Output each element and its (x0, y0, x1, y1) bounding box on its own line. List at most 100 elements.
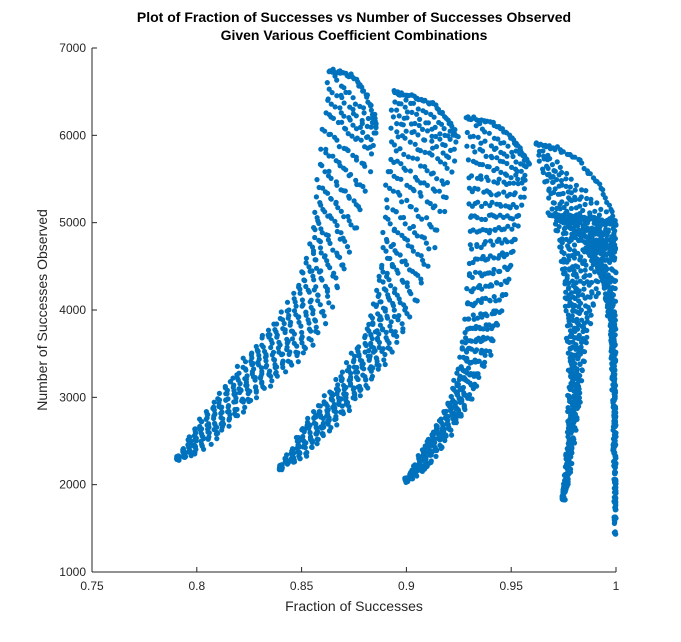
data-point (376, 344, 382, 350)
data-point (312, 234, 318, 241)
data-point (338, 208, 344, 214)
data-point (611, 387, 617, 393)
data-point (381, 357, 387, 363)
data-point (612, 382, 618, 388)
data-point (311, 420, 317, 426)
data-point (512, 166, 519, 172)
data-point (352, 101, 358, 107)
data-point (384, 270, 390, 276)
data-point (594, 238, 600, 244)
data-point (578, 268, 584, 274)
data-point (481, 241, 487, 247)
data-point (299, 269, 305, 275)
data-point (396, 113, 402, 119)
data-point (345, 213, 351, 220)
data-point (497, 212, 503, 218)
data-point (494, 192, 500, 198)
data-point (309, 444, 315, 450)
data-point (493, 298, 499, 304)
data-point (284, 299, 291, 305)
data-point (297, 290, 303, 296)
data-point (316, 184, 322, 191)
data-point (291, 308, 298, 314)
data-point (521, 186, 528, 192)
data-point (409, 129, 415, 136)
data-point (338, 187, 344, 193)
data-point (244, 387, 250, 393)
data-point (368, 313, 374, 319)
data-point (546, 171, 552, 177)
data-point (433, 133, 439, 140)
data-point (428, 171, 434, 177)
data-point (464, 129, 470, 136)
data-point (584, 195, 590, 202)
data-point (226, 423, 232, 429)
data-point (559, 182, 565, 188)
data-point (399, 133, 405, 139)
data-point (383, 329, 389, 335)
data-point (452, 158, 458, 164)
data-point (498, 281, 504, 288)
data-point (353, 136, 359, 142)
data-point (568, 176, 574, 182)
data-point (416, 122, 422, 129)
data-point (511, 180, 517, 186)
data-point (318, 268, 324, 274)
data-point (564, 201, 570, 207)
data-point (437, 208, 443, 214)
data-point (473, 348, 479, 354)
data-point (578, 339, 585, 346)
data-point (495, 255, 501, 261)
data-point (435, 431, 441, 437)
y-tick-label: 1000 (59, 565, 86, 579)
data-point (299, 340, 305, 346)
data-point (313, 194, 319, 200)
data-point (493, 280, 500, 286)
data-point (570, 435, 576, 441)
data-point (291, 340, 297, 346)
data-point (272, 362, 278, 368)
data-point (359, 160, 365, 166)
data-point (567, 196, 573, 202)
data-point (606, 202, 613, 208)
data-point (278, 309, 284, 315)
data-point (612, 469, 618, 475)
data-point (373, 125, 379, 131)
data-point (482, 138, 488, 144)
data-point (296, 282, 302, 288)
data-point (541, 153, 547, 159)
data-point (289, 328, 296, 334)
data-point (612, 406, 618, 412)
data-point (364, 123, 370, 129)
data-point (370, 142, 376, 149)
data-point (572, 365, 578, 371)
data-point (313, 324, 319, 330)
data-point (566, 257, 572, 263)
data-point (445, 421, 451, 428)
data-point (577, 361, 583, 367)
data-point (267, 332, 273, 338)
data-point (467, 242, 473, 248)
data-point (407, 168, 413, 174)
data-point (280, 326, 286, 332)
data-point (334, 386, 340, 392)
data-point (588, 200, 594, 206)
data-point (502, 237, 508, 243)
data-point (451, 377, 457, 383)
data-point (582, 240, 589, 246)
data-point (577, 203, 583, 209)
data-point (568, 205, 575, 212)
data-point (501, 179, 507, 185)
data-point (240, 409, 247, 415)
x-tick-label: 0.75 (80, 579, 104, 593)
data-point (299, 297, 305, 303)
data-point (551, 200, 557, 206)
data-point (374, 356, 380, 362)
data-point (571, 242, 578, 248)
data-point (366, 321, 372, 327)
data-point (569, 450, 575, 456)
data-point (387, 185, 393, 191)
data-point (428, 111, 434, 117)
data-point (572, 302, 578, 309)
